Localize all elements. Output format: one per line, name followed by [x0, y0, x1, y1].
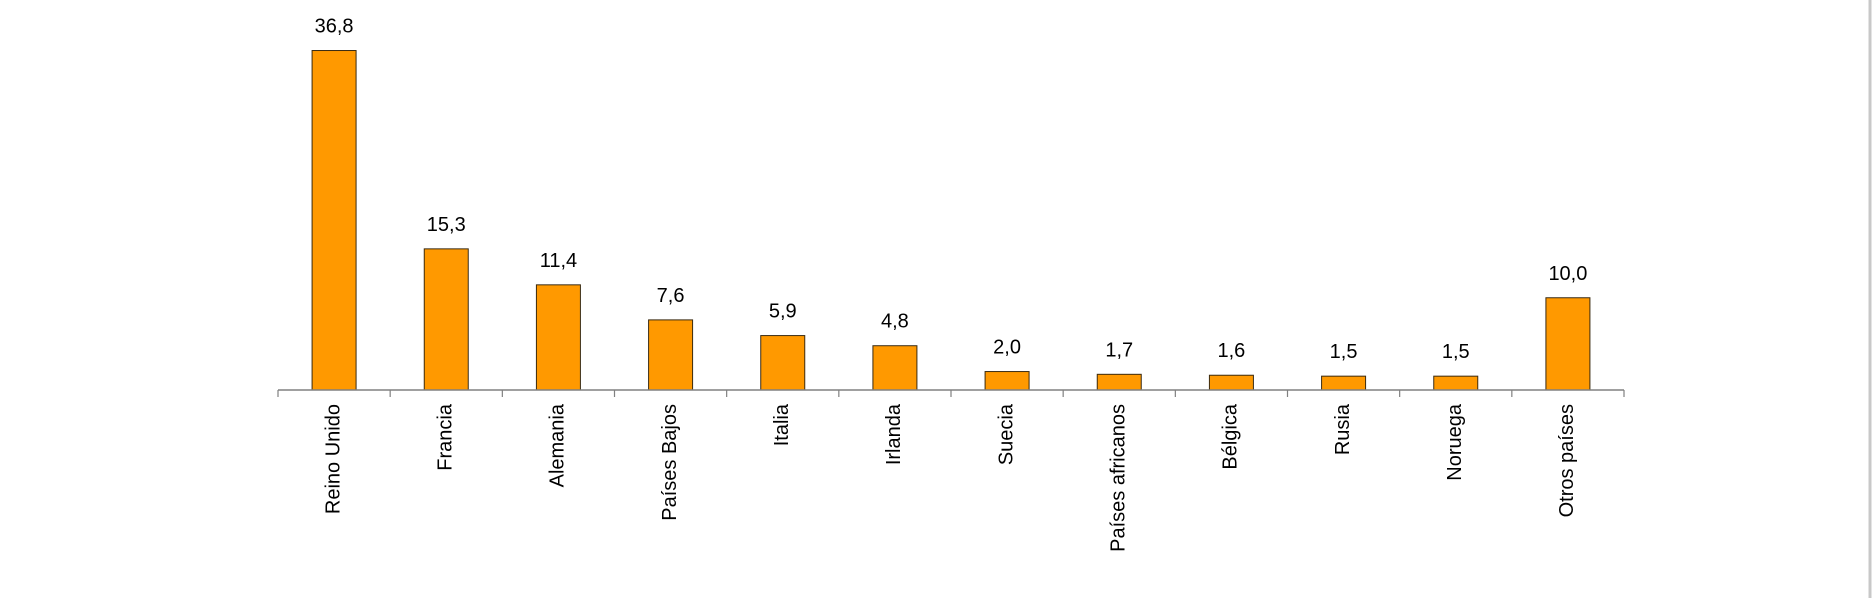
category-label: Italia [771, 403, 793, 446]
bar [1433, 375, 1479, 391]
category-label: Alemania [547, 403, 569, 487]
category-label: Bélgica [1220, 403, 1242, 469]
data-label: 11,4 [540, 250, 577, 272]
bar [1096, 373, 1142, 391]
category-label: Irlanda [883, 403, 905, 465]
category-labels-group: Reino Unido Francia Alemania Países Bajos It… [322, 403, 1578, 552]
data-label: 1,7 [1105, 339, 1133, 361]
bar [423, 248, 469, 391]
data-label: 4,8 [881, 311, 909, 333]
data-label: 15,3 [427, 214, 466, 236]
category-label: Países Bajos [659, 404, 681, 521]
bar [1208, 374, 1254, 391]
data-labels-group: 36,8 15,3 11,4 7,6 5,9 4,8 2,0 1,7 1,6 1,5 1,5 10,0 [315, 16, 1588, 364]
bar [311, 50, 357, 391]
category-label: Reino Unido [322, 404, 344, 514]
data-label: 1,5 [1442, 341, 1470, 363]
bar [1545, 297, 1591, 391]
category-label: Otros países [1556, 404, 1578, 517]
data-label: 5,9 [769, 301, 797, 323]
bar [535, 284, 581, 391]
data-label: 36,8 [315, 16, 354, 38]
bar [872, 345, 918, 391]
category-label: Países africanos [1108, 404, 1130, 552]
bar [984, 371, 1030, 391]
bars-group [311, 50, 1591, 391]
bar [760, 335, 806, 391]
bar [648, 319, 694, 391]
category-label: Noruega [1444, 403, 1466, 481]
data-label: 2,0 [993, 337, 1021, 359]
data-label: 10,0 [1548, 263, 1587, 285]
x-axis [277, 389, 1625, 397]
data-label: 1,5 [1330, 341, 1358, 363]
category-label: Rusia [1332, 403, 1354, 455]
category-label: Francia [435, 403, 457, 471]
bar [1321, 375, 1367, 391]
category-label: Suecia [995, 403, 1017, 465]
data-label: 1,6 [1218, 340, 1246, 362]
data-label: 7,6 [657, 285, 685, 307]
